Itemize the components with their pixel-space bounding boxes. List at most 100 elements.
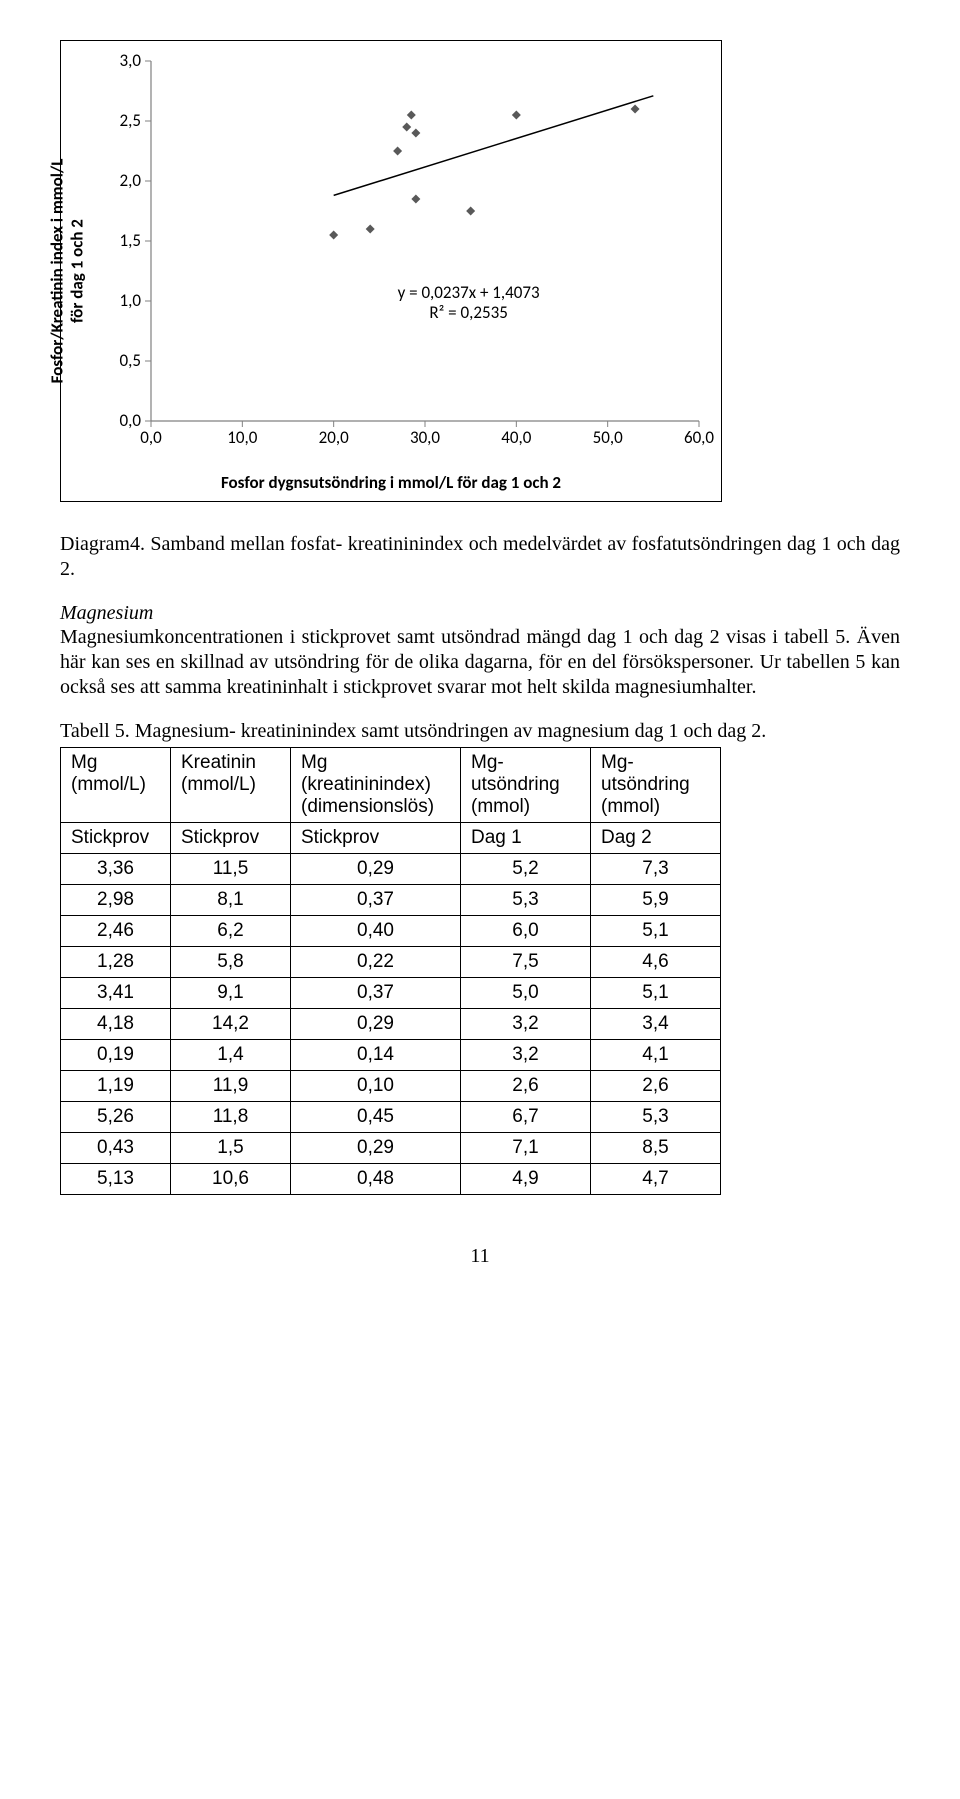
table-cell: 11,9 xyxy=(171,1071,291,1102)
table-cell: 5,1 xyxy=(591,916,721,947)
table-cell: 5,8 xyxy=(171,947,291,978)
table-cell: 3,2 xyxy=(461,1009,591,1040)
svg-text:1,0: 1,0 xyxy=(120,290,142,311)
table-cell: 6,0 xyxy=(461,916,591,947)
diagram-caption: Diagram4. Samband mellan fosfat- kreatin… xyxy=(60,532,900,582)
svg-text:0,5: 0,5 xyxy=(120,350,141,371)
table-row: 0,431,50,297,18,5 xyxy=(61,1133,721,1164)
table-cell: 4,9 xyxy=(461,1164,591,1195)
table-header: Mg(mmol/L) xyxy=(61,748,171,823)
table-cell: 7,5 xyxy=(461,947,591,978)
table-cell: 2,6 xyxy=(461,1071,591,1102)
table-cell: 6,7 xyxy=(461,1102,591,1133)
table-row: 1,1911,90,102,62,6 xyxy=(61,1071,721,1102)
table-cell: 3,2 xyxy=(461,1040,591,1071)
table-subheader: Dag 1 xyxy=(461,823,591,854)
table-cell: 5,9 xyxy=(591,885,721,916)
svg-text:1,5: 1,5 xyxy=(120,230,141,251)
svg-text:50,0: 50,0 xyxy=(593,427,623,448)
table-cell: 7,3 xyxy=(591,854,721,885)
table-cell: 0,40 xyxy=(291,916,461,947)
table-cell: 5,3 xyxy=(461,885,591,916)
table-cell: 4,18 xyxy=(61,1009,171,1040)
table-row: 4,1814,20,293,23,4 xyxy=(61,1009,721,1040)
table-header: Mg-utsöndring(mmol) xyxy=(591,748,721,823)
table-row: 0,191,40,143,24,1 xyxy=(61,1040,721,1071)
table-cell: 0,29 xyxy=(291,854,461,885)
table-row: 3,419,10,375,05,1 xyxy=(61,978,721,1009)
table-subheader: Dag 2 xyxy=(591,823,721,854)
equation-line1: y = 0,0237x + 1,4073 xyxy=(398,283,540,303)
table-subheader: Stickprov xyxy=(61,823,171,854)
table-row: 1,285,80,227,54,6 xyxy=(61,947,721,978)
table-cell: 0,45 xyxy=(291,1102,461,1133)
svg-text:0,0: 0,0 xyxy=(140,427,162,448)
svg-text:2,0: 2,0 xyxy=(120,170,142,191)
table-cell: 2,46 xyxy=(61,916,171,947)
table-cell: 3,36 xyxy=(61,854,171,885)
svg-text:20,0: 20,0 xyxy=(319,427,349,448)
table-header: Mg(kreatininindex)(dimensionslös) xyxy=(291,748,461,823)
table-cell: 0,43 xyxy=(61,1133,171,1164)
table-cell: 5,3 xyxy=(591,1102,721,1133)
table-cell: 4,7 xyxy=(591,1164,721,1195)
table-subheader: Stickprov xyxy=(171,823,291,854)
table-header: Mg-utsöndring(mmol) xyxy=(461,748,591,823)
table-cell: 1,19 xyxy=(61,1071,171,1102)
table-cell: 6,2 xyxy=(171,916,291,947)
svg-text:10,0: 10,0 xyxy=(227,427,257,448)
table-cell: 0,37 xyxy=(291,885,461,916)
table-row: 2,988,10,375,35,9 xyxy=(61,885,721,916)
table-cell: 0,29 xyxy=(291,1133,461,1164)
regression-equation: y = 0,0237x + 1,4073 R² = 0,2535 xyxy=(398,283,540,324)
table-cell: 0,19 xyxy=(61,1040,171,1071)
table-cell: 5,2 xyxy=(461,854,591,885)
table-cell: 0,29 xyxy=(291,1009,461,1040)
table-row: 5,1310,60,484,94,7 xyxy=(61,1164,721,1195)
svg-text:2,5: 2,5 xyxy=(120,110,141,131)
svg-text:40,0: 40,0 xyxy=(501,427,531,448)
table-cell: 8,5 xyxy=(591,1133,721,1164)
table-header: Kreatinin(mmol/L) xyxy=(171,748,291,823)
page-number: 11 xyxy=(60,1245,900,1268)
paragraph-magnesium: Magnesiumkoncentrationen i stickprovet s… xyxy=(60,625,900,700)
table-cell: 5,26 xyxy=(61,1102,171,1133)
table-cell: 8,1 xyxy=(171,885,291,916)
svg-text:60,0: 60,0 xyxy=(684,427,714,448)
table-cell: 2,98 xyxy=(61,885,171,916)
table-cell: 5,1 xyxy=(591,978,721,1009)
table-cell: 1,28 xyxy=(61,947,171,978)
table-cell: 11,5 xyxy=(171,854,291,885)
scatter-chart: 0,0 0,5 1,0 1,5 2,0 2,5 3,0 0,0 10,0 20,0 30,0 40,0… xyxy=(60,40,722,502)
table-cell: 4,1 xyxy=(591,1040,721,1071)
table-cell: 9,1 xyxy=(171,978,291,1009)
table-cell: 11,8 xyxy=(171,1102,291,1133)
table-cell: 0,22 xyxy=(291,947,461,978)
equation-line2: R² = 0,2535 xyxy=(398,303,540,323)
table-cell: 1,5 xyxy=(171,1133,291,1164)
table-cell: 4,6 xyxy=(591,947,721,978)
table-cell: 1,4 xyxy=(171,1040,291,1071)
table-cell: 7,1 xyxy=(461,1133,591,1164)
table-cell: 10,6 xyxy=(171,1164,291,1195)
y-axis-label: Fosfor/Kreatinin index i mmol/L för dag … xyxy=(47,121,86,421)
svg-text:30,0: 30,0 xyxy=(410,427,440,448)
table-cell: 3,4 xyxy=(591,1009,721,1040)
table-cell: 5,13 xyxy=(61,1164,171,1195)
table-row: 2,466,20,406,05,1 xyxy=(61,916,721,947)
table-cell: 2,6 xyxy=(591,1071,721,1102)
table-row: 5,2611,80,456,75,3 xyxy=(61,1102,721,1133)
table-cell: 0,10 xyxy=(291,1071,461,1102)
table-cell: 5,0 xyxy=(461,978,591,1009)
svg-text:0,0: 0,0 xyxy=(120,410,142,431)
table-cell: 0,48 xyxy=(291,1164,461,1195)
table-cell: 14,2 xyxy=(171,1009,291,1040)
x-axis-label: Fosfor dygnsutsöndring i mmol/L för dag … xyxy=(221,472,561,493)
section-heading: Magnesium xyxy=(60,602,900,625)
table-cell: 3,41 xyxy=(61,978,171,1009)
table-row: 3,3611,50,295,27,3 xyxy=(61,854,721,885)
table-caption: Tabell 5. Magnesium- kreatininindex samt… xyxy=(60,720,900,743)
svg-text:3,0: 3,0 xyxy=(120,50,142,71)
table-cell: 0,14 xyxy=(291,1040,461,1071)
chart-svg: 0,0 0,5 1,0 1,5 2,0 2,5 3,0 0,0 10,0 20,0 30,0 40,0… xyxy=(61,41,721,501)
